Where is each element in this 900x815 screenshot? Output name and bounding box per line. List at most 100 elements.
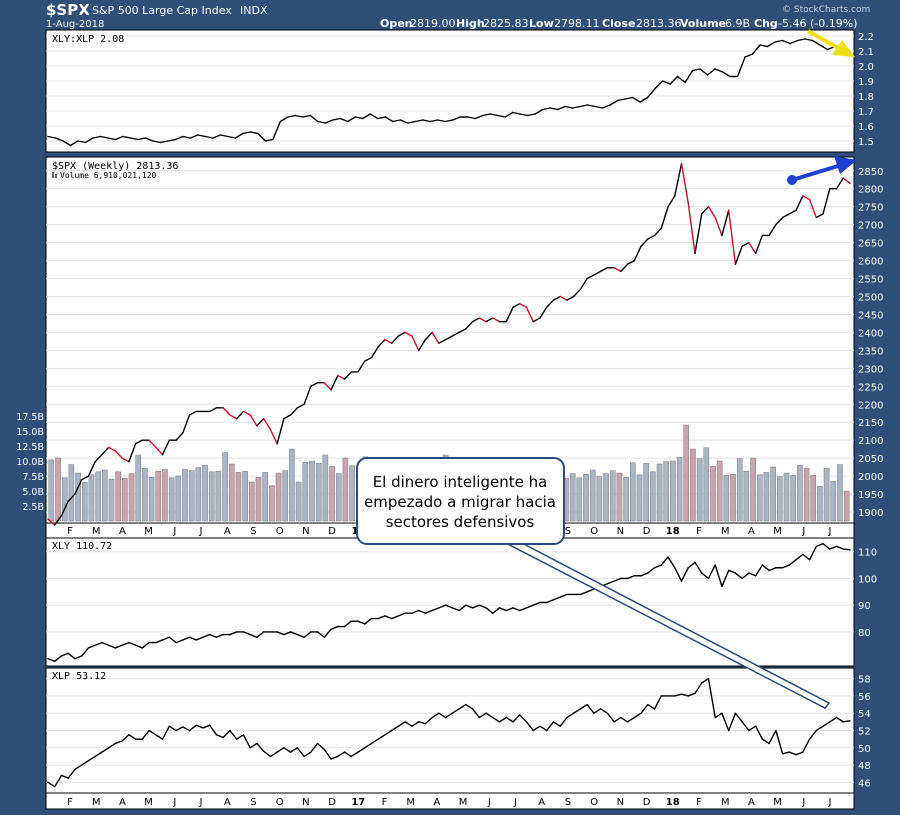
spx-line-segment: [485, 317, 494, 323]
x-tick-bottom: J: [172, 797, 176, 808]
spx-line-segment: [155, 446, 164, 456]
x-tick-top: A: [224, 526, 231, 537]
xly-line-segment: [101, 641, 110, 646]
volume-bar: [242, 470, 248, 522]
low-label: Low: [529, 17, 554, 30]
xly-line-segment: [734, 572, 743, 580]
volume-bar: [275, 472, 282, 522]
xly-line-segment: [80, 647, 90, 657]
spx-line-segment: [417, 338, 427, 352]
ratio-line-segment: [107, 137, 117, 141]
xlp-line-segment: [364, 742, 373, 749]
x-tick-top: F: [67, 526, 73, 537]
spx-line-segment: [566, 295, 575, 301]
xlp-line-segment: [640, 703, 649, 714]
spx-line-segment: [626, 259, 636, 265]
xlp-line-segment: [310, 742, 319, 753]
xlp-line-segment: [289, 747, 299, 753]
volume-bar: [683, 424, 690, 522]
xly-line-segment: [754, 564, 764, 577]
volume-bar: [269, 485, 275, 522]
spx-ytick: 2550: [858, 275, 883, 286]
xlp-line-segment: [451, 708, 460, 714]
xly-line-segment: [276, 631, 285, 636]
x-tick-top: M: [773, 526, 782, 537]
xly-line-segment: [330, 625, 339, 630]
ratio-line-segment: [47, 135, 57, 139]
xlp-line-segment: [229, 729, 238, 740]
xly-line-segment: [707, 564, 716, 580]
spx-line-segment: [343, 371, 352, 380]
ratio-line-segment: [62, 140, 72, 147]
xlp-ytick: 58: [858, 675, 871, 686]
volume-bar: [837, 464, 843, 522]
x-tick-top: S: [565, 526, 571, 537]
spx-ytick: 2650: [858, 239, 883, 250]
volume-bar: [135, 454, 142, 522]
ratio-line-segment: [706, 68, 716, 76]
x-tick-top: J: [172, 526, 176, 537]
xly-line-segment: [647, 567, 656, 574]
volume-bar: [830, 481, 837, 522]
ratio-line-segment: [744, 53, 754, 58]
x-tick-top: M: [92, 526, 101, 537]
spx-line-segment: [404, 331, 413, 337]
xlp-line-segment: [539, 725, 548, 732]
spx-line-segment: [377, 338, 386, 348]
xly-line-segment: [128, 641, 137, 646]
ratio-line-segment: [84, 137, 94, 144]
ratio-line-segment: [594, 105, 604, 109]
xlp-line-segment: [559, 716, 568, 727]
spx-line-segment: [444, 335, 454, 341]
xlp-line-segment: [87, 755, 96, 762]
volume-bar: [710, 466, 716, 522]
spx-line-segment: [660, 205, 669, 229]
spx-line-segment: [822, 188, 831, 215]
ratio-line-segment: [759, 44, 769, 48]
xlp-line-segment: [370, 738, 379, 745]
xly-line-segment: [492, 607, 501, 614]
spx-ytick: 2200: [858, 400, 883, 411]
ratio-line-segment: [354, 116, 364, 120]
volume-tick: 12.5B: [16, 442, 44, 453]
spx-ytick: 2050: [858, 454, 883, 465]
x-tick-bottom: M: [459, 797, 468, 808]
x-tick-bottom: O: [276, 797, 284, 808]
spx-line-segment: [620, 263, 629, 273]
chg-label: Chg: [754, 17, 778, 30]
xly-line-segment: [512, 607, 521, 612]
ratio-line-segment: [624, 96, 634, 100]
xly-line-segment: [215, 633, 224, 638]
ratio-line-segment: [811, 39, 821, 46]
xlp-line-segment: [566, 712, 575, 719]
volume-bar: [81, 482, 88, 522]
x-tick-top: S: [250, 526, 256, 537]
ratio-line-segment: [736, 56, 746, 78]
spx-line-segment: [128, 443, 137, 463]
x-tick-bottom: F: [67, 797, 73, 808]
xly-legend: XLY 110.72: [52, 541, 112, 552]
tick-labels: 1.5 1.6 1.7 1.8 1.9 2.0 2.1 2.2 1900 1950 2000 2050…: [16, 32, 883, 808]
xly-line-segment: [465, 604, 474, 609]
volume-bar: [182, 469, 188, 522]
spx-line-segment: [256, 417, 265, 427]
xly-line-segment: [242, 631, 251, 636]
ratio-line-segment: [721, 71, 731, 78]
x-tick-bottom: A: [433, 797, 440, 808]
spx-line-segment: [599, 267, 609, 273]
xlp-line-segment: [532, 725, 541, 732]
spx-line-segment: [60, 500, 69, 517]
xly-line-segment: [384, 615, 393, 620]
x-tick-bottom: J: [199, 797, 203, 808]
xlp-line-segment: [687, 692, 696, 697]
callout-line-1: El dinero inteligente ha: [373, 473, 548, 491]
spx-line-segment: [121, 457, 130, 463]
xlp-line-segment: [519, 714, 528, 723]
spx-line-segment: [680, 162, 689, 204]
volume-bar: [643, 463, 649, 522]
volume-tick: 5.0B: [22, 487, 44, 498]
spx-ytick: 2000: [858, 472, 883, 483]
xlp-line-segment: [707, 677, 716, 719]
ratio-line-segment: [661, 80, 671, 85]
